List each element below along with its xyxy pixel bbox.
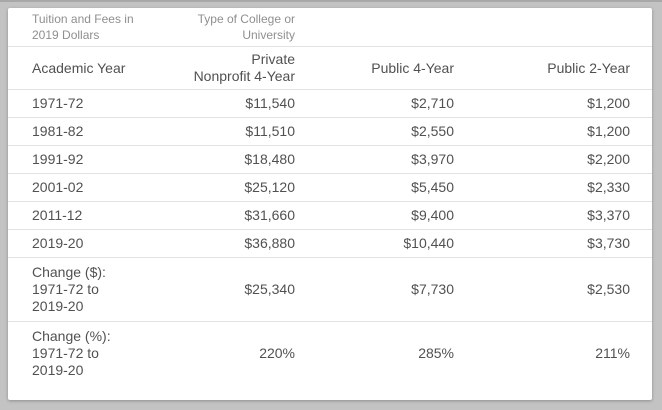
value-cell: $25,340	[244, 281, 295, 297]
value-cell: $1,200	[587, 95, 630, 111]
col-header-academic-year: Academic Year	[32, 59, 126, 76]
col-header-private-nonprofit-4year: Private Nonprofit 4-Year	[138, 47, 295, 90]
col-header-private-nonprofit-4year-text: Private Nonprofit 4-Year	[193, 51, 295, 84]
table-row: 2019-20 $36,880 $10,440 $3,730	[8, 230, 652, 258]
value-cell: $9,400	[411, 207, 454, 223]
table-header-row: Academic Year Private Nonprofit 4-Year P…	[8, 47, 652, 90]
table-row-change-percent: Change (%): 1971-72 to 2019-20 220% 285%…	[8, 322, 652, 386]
table-card: Tuition and Fees in 2019 Dollars Type of…	[8, 8, 652, 400]
value-cell: $25,120	[244, 179, 295, 195]
year-cell: 1971-72	[32, 95, 84, 111]
year-cell: 2019-20	[32, 235, 84, 251]
value-cell: $2,550	[411, 123, 454, 139]
value-cell: $11,510	[245, 123, 295, 139]
year-cell: 2011-12	[32, 207, 83, 223]
value-cell: $10,440	[403, 235, 454, 251]
value-cell: $7,730	[411, 281, 454, 297]
year-cell: 1991-92	[32, 151, 84, 167]
value-cell: 220%	[259, 345, 295, 361]
table-row-change-dollars: Change ($): 1971-72 to 2019-20 $25,340 $…	[8, 258, 652, 322]
table-meta-row: Tuition and Fees in 2019 Dollars Type of…	[8, 8, 652, 47]
value-cell: $3,970	[411, 151, 454, 167]
tuition-table: Tuition and Fees in 2019 Dollars Type of…	[8, 8, 652, 385]
value-cell: $2,200	[587, 151, 630, 167]
table-row: 1991-92 $18,480 $3,970 $2,200	[8, 146, 652, 174]
value-cell: $5,450	[411, 179, 454, 195]
value-cell: $2,530	[587, 281, 630, 297]
table-row: 1971-72 $11,540 $2,710 $1,200	[8, 90, 652, 118]
table-subtitle: Type of College or University	[138, 8, 295, 47]
value-cell: $3,730	[587, 235, 630, 251]
table-title: Tuition and Fees in 2019 Dollars	[32, 12, 134, 42]
value-cell: $3,370	[587, 207, 630, 223]
col-header-public-2year: Public 2-Year	[547, 59, 630, 76]
table-row: 2001-02 $25,120 $5,450 $2,330	[8, 174, 652, 202]
table-subtitle-text: Type of College or University	[197, 12, 295, 42]
table-row: 1981-82 $11,510 $2,550 $1,200	[8, 118, 652, 146]
table-row: 2011-12 $31,660 $9,400 $3,370	[8, 202, 652, 230]
value-cell: $36,880	[244, 235, 295, 251]
value-cell: $1,200	[587, 123, 630, 139]
change-label-cell: Change (%): 1971-72 to 2019-20	[32, 328, 111, 378]
value-cell: 211%	[595, 345, 630, 361]
value-cell: $11,540	[245, 95, 295, 111]
year-cell: 2001-02	[32, 179, 84, 195]
value-cell: 285%	[418, 345, 454, 361]
value-cell: $2,330	[587, 179, 630, 195]
col-header-public-4year: Public 4-Year	[371, 59, 454, 76]
change-label-cell: Change ($): 1971-72 to 2019-20	[32, 264, 106, 314]
value-cell: $2,710	[411, 95, 454, 111]
year-cell: 1981-82	[32, 123, 84, 139]
value-cell: $31,660	[244, 207, 295, 223]
value-cell: $18,480	[244, 151, 295, 167]
